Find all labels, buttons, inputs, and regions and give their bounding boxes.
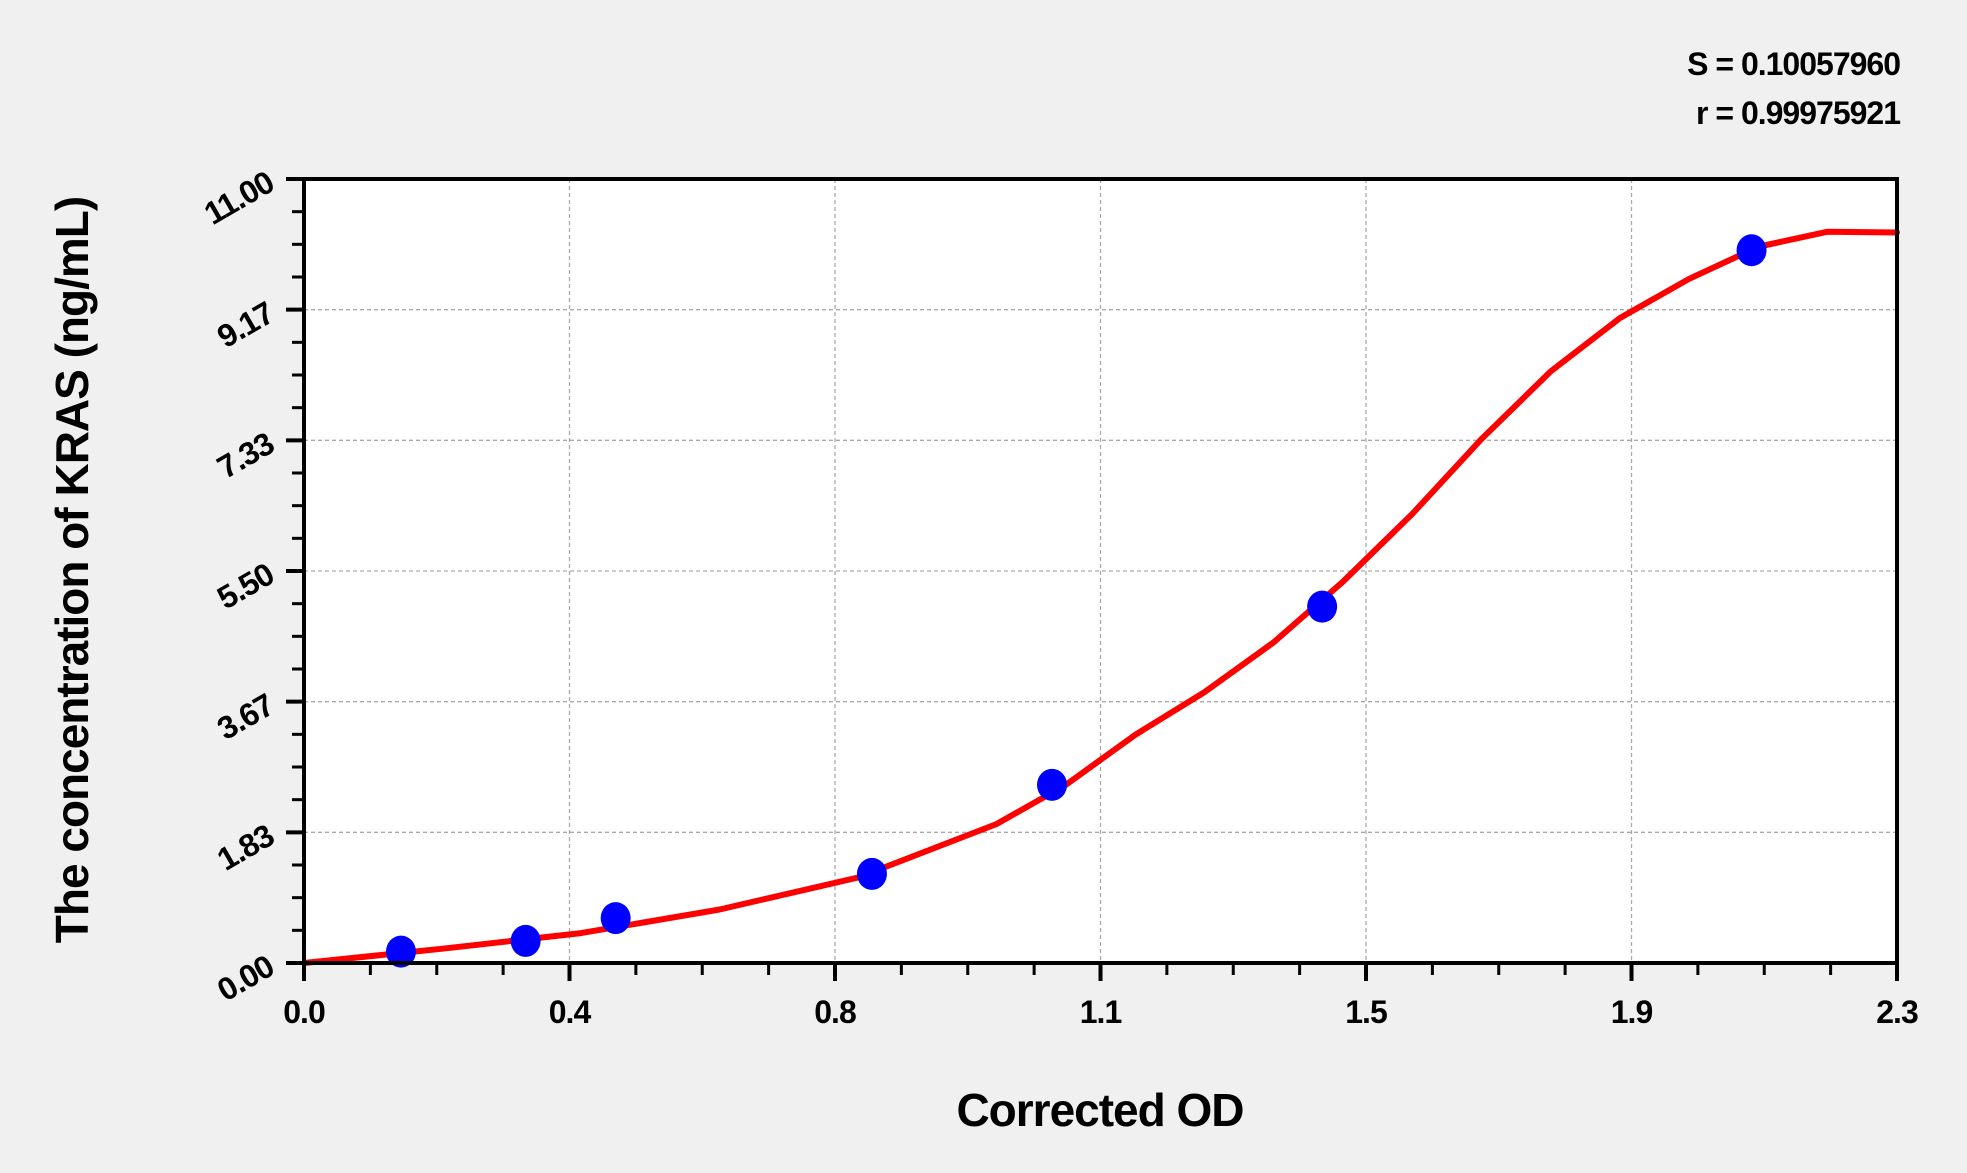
y-tick-label: 5.50	[211, 556, 280, 616]
y-tick-label: 0.00	[211, 948, 280, 1008]
y-axis-label: The concentration of KRAS (ng/mL)	[46, 197, 98, 943]
x-tick-label: 0.0	[283, 994, 325, 1030]
x-tick-label: 0.8	[814, 994, 856, 1030]
stat-s: S = 0.10057960	[1687, 46, 1900, 82]
data-point	[600, 902, 631, 935]
fit-curve-line	[301, 228, 1900, 966]
x-tick-label: 1.9	[1611, 994, 1653, 1030]
grid	[304, 179, 1897, 963]
x-tick-label: 1.1	[1080, 994, 1122, 1030]
data-point	[856, 857, 887, 890]
x-tick-label: 1.5	[1345, 994, 1387, 1030]
x-tick-label: 0.4	[549, 994, 592, 1030]
x-axis-label: Corrected OD	[956, 1084, 1243, 1136]
y-tick-label: 11.00	[198, 164, 280, 232]
data-point	[385, 935, 416, 968]
data-point	[510, 924, 541, 957]
y-tick-label: 7.33	[211, 425, 280, 485]
data-points	[385, 234, 1767, 968]
y-tick-label: 1.83	[211, 817, 280, 877]
data-point	[1307, 590, 1338, 623]
stat-r: r = 0.99975921	[1696, 95, 1900, 131]
data-point	[1037, 768, 1068, 801]
x-tick-label: 2.3	[1876, 994, 1918, 1030]
fit-curve	[301, 228, 1900, 966]
y-tick-label: 9.17	[211, 294, 280, 354]
data-point	[1736, 234, 1767, 267]
y-tick-label: 3.67	[211, 686, 280, 746]
